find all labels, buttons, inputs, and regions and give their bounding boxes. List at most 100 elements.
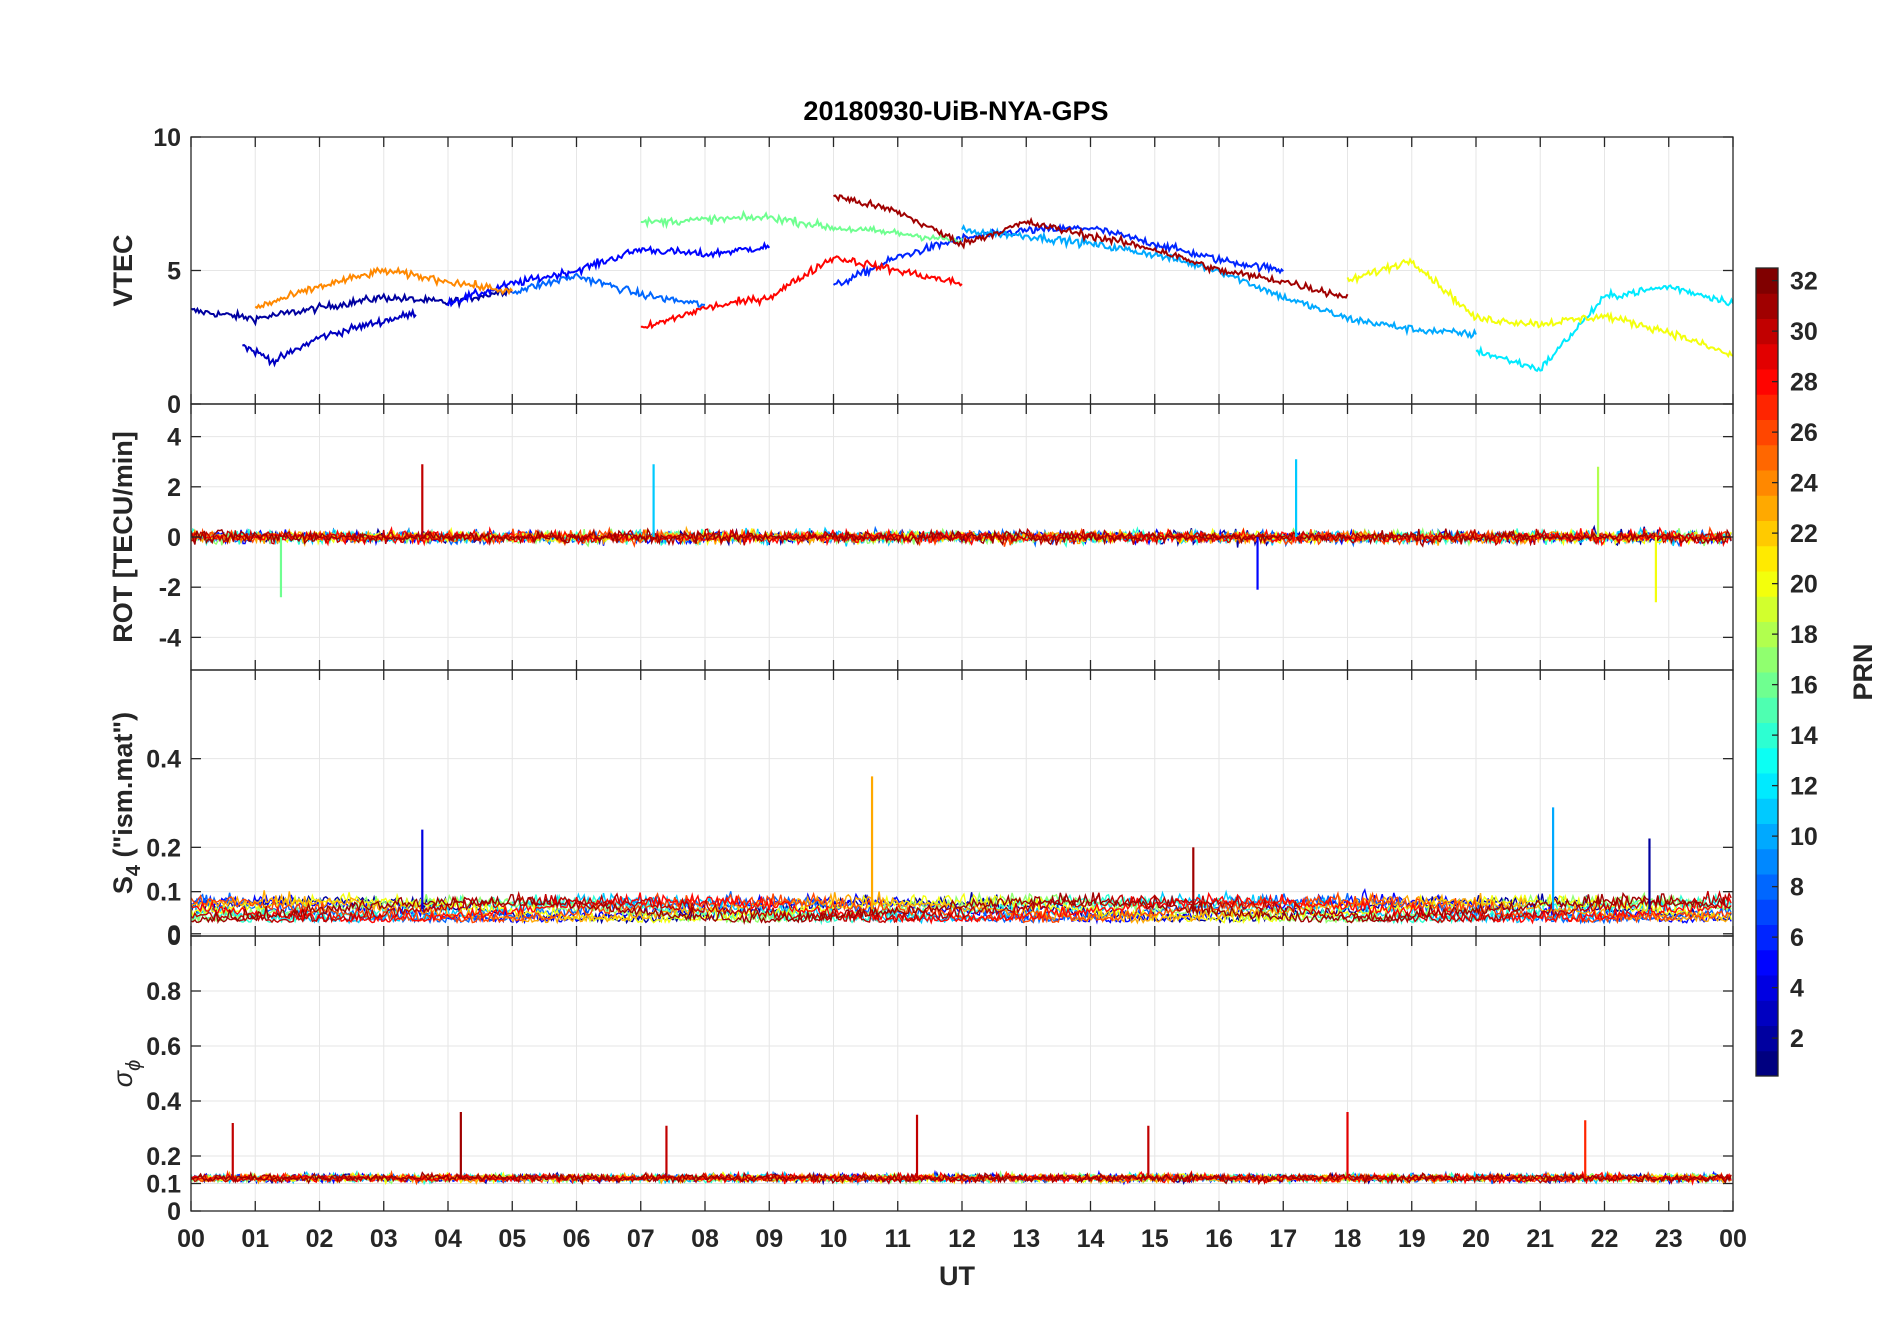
- ytick-vtec: 5: [167, 258, 181, 286]
- colorbar-step: [1756, 621, 1778, 648]
- colorbar-tick: 30: [1790, 318, 1818, 346]
- colorbar-step: [1756, 495, 1778, 521]
- colorbar-tick: 2: [1790, 1025, 1804, 1053]
- panel-sigphi: 00.10.2 0.4 0.6 0.8 σϕ: [108, 935, 1734, 1226]
- xtick-label: 07: [627, 1225, 655, 1253]
- series-rot: [191, 459, 1732, 603]
- xtick-label: 06: [563, 1225, 591, 1253]
- xtick-label: 11: [885, 1225, 912, 1253]
- colorbar-tick: 8: [1790, 874, 1804, 902]
- xtick-label: 15: [1141, 1225, 1169, 1253]
- vtec-line-prn-31: [833, 194, 1349, 300]
- ytick-rot: -4: [159, 624, 181, 652]
- chart-title: 20180930-UiB-NYA-GPS: [803, 96, 1108, 126]
- colorbar-step: [1756, 596, 1778, 622]
- colorbar-step: [1756, 874, 1778, 900]
- xtick-label: 16: [1205, 1225, 1233, 1253]
- vtec-line-prn-28: [640, 255, 963, 330]
- xtick-label: 09: [755, 1225, 783, 1253]
- colorbar-tick: 22: [1790, 520, 1818, 548]
- ytick-vtec: 0: [167, 391, 181, 419]
- ytick-sigphi: 0: [167, 1198, 181, 1226]
- colorbar-step: [1756, 646, 1778, 673]
- xtick-label: 12: [948, 1225, 976, 1253]
- colorbar-tick: 6: [1790, 924, 1804, 952]
- colorbar-step: [1756, 823, 1778, 850]
- ytick-s4: 0: [167, 921, 181, 949]
- xtick-label: 14: [1077, 1225, 1105, 1253]
- ylabel-vtec: VTEC: [108, 234, 138, 306]
- colorbar-step: [1756, 848, 1778, 875]
- xtick-label: 01: [241, 1225, 269, 1253]
- colorbar-tick: 26: [1790, 419, 1818, 447]
- ytick-s4: 0: [167, 923, 181, 951]
- s4-line-prn-28: [191, 891, 1732, 925]
- ytick-sigphi: 0.2: [146, 1143, 181, 1171]
- colorbar-tick: 12: [1790, 773, 1818, 801]
- colorbar-step: [1756, 343, 1778, 370]
- colorbar-step: [1756, 672, 1778, 698]
- xtick-label: 08: [691, 1225, 719, 1253]
- panel-vtec: 0 5 10 VTEC: [108, 124, 1734, 419]
- xtick-label: 03: [370, 1225, 398, 1253]
- colorbar-tick: 10: [1790, 823, 1818, 851]
- vtec-line-prn-6: [832, 223, 1285, 287]
- ytick-sigphi: 0.8: [146, 978, 181, 1006]
- ylabel-rot: ROT [TECU/min]: [108, 431, 138, 642]
- xtick-label: 00: [1719, 1225, 1747, 1253]
- colorbar-tick: 20: [1790, 571, 1818, 599]
- xtick-label: 22: [1591, 1225, 1619, 1253]
- colorbar-step: [1756, 470, 1778, 496]
- vtec-line-prn-20: [1346, 257, 1733, 359]
- colorbar-tick: 28: [1790, 369, 1818, 397]
- colorbar-step: [1756, 293, 1778, 319]
- colorbar-step: [1756, 747, 1778, 774]
- ytick-s4: 0.2: [146, 834, 181, 862]
- colorbar-step: [1756, 899, 1778, 925]
- xtick-label: 10: [820, 1225, 848, 1253]
- vtec-line-prn-16: [640, 209, 963, 244]
- colorbar-step: [1756, 268, 1778, 294]
- x-axis: 00 01 02 03 04 05 06 07 08 09 10 11 12 13 14 15 16 17 18 19…: [177, 1225, 1747, 1253]
- colorbar-step: [1756, 697, 1778, 723]
- colorbar-step: [1756, 722, 1778, 749]
- vtec-line-prn-12: [1475, 284, 1733, 373]
- colorbar-step: [1756, 369, 1778, 395]
- series-vtec: [191, 194, 1733, 373]
- sigphi-line-prn-31: [191, 1171, 1732, 1186]
- ytick-vtec: 10: [153, 124, 181, 152]
- xtick-label: 21: [1526, 1225, 1554, 1253]
- ytick-sigphi: 0.4: [146, 1088, 181, 1116]
- colorbar-tick: 4: [1790, 975, 1804, 1003]
- ylabel-sigphi: σϕ: [108, 1060, 145, 1087]
- ytick-sigphi: 0.1: [146, 1171, 181, 1199]
- colorbar-step: [1756, 318, 1778, 345]
- series-s4: [191, 776, 1732, 926]
- ytick-s4: 0.1: [146, 879, 181, 907]
- colorbar-step: [1756, 975, 1778, 1001]
- ytick-rot: 4: [167, 424, 181, 452]
- vtec-line-prn-8: [511, 272, 706, 308]
- xtick-label: 20: [1462, 1225, 1490, 1253]
- colorbar-step: [1756, 949, 1778, 976]
- xtick-label: 19: [1398, 1225, 1426, 1253]
- rot-line-prn-31: [191, 527, 1732, 548]
- colorbar-step: [1756, 1050, 1778, 1077]
- series-sigphi: [191, 1112, 1732, 1186]
- colorbar-step: [1756, 571, 1778, 597]
- ytick-s4: 0.4: [146, 746, 181, 774]
- colorbar-tick: 24: [1790, 470, 1818, 498]
- colorbar-tick: 16: [1790, 672, 1818, 700]
- colorbar-step: [1756, 419, 1778, 446]
- colorbar-step: [1756, 520, 1778, 547]
- ylabel-s4: S4 ("ism.mat"): [108, 712, 145, 894]
- vtec-line-prn-24: [254, 266, 514, 310]
- xtick-label: 13: [1012, 1225, 1040, 1253]
- vtec-line-prn-3: [241, 307, 417, 368]
- colorbar-step: [1756, 798, 1778, 824]
- x-axis-label: UT: [939, 1261, 975, 1291]
- s4-line-prn-31: [191, 891, 1732, 925]
- s4-line-prn-17: [191, 891, 1732, 925]
